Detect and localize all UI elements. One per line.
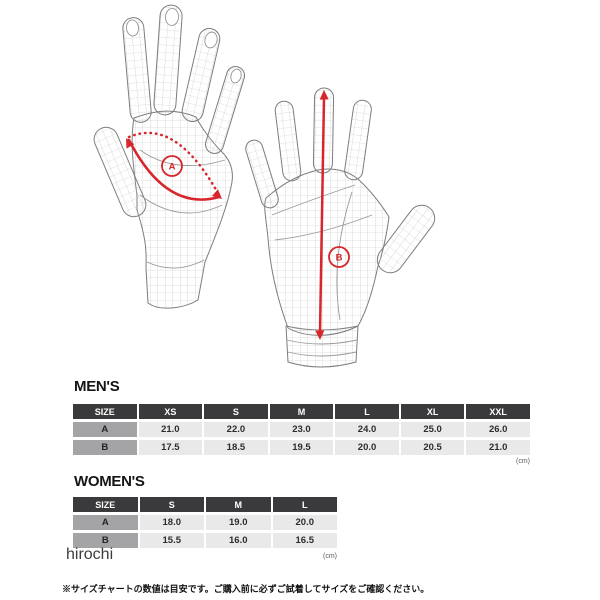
womens-unit-label: (cm) [323, 553, 337, 560]
mens-row-b-label: B [73, 440, 137, 455]
womens-cell: 20.0 [272, 515, 337, 530]
left-hand-wireframe-illustration [93, 4, 246, 309]
mens-header-row: SIZE XS S M L XL XXL [73, 404, 530, 419]
mens-cell: 21.0 [466, 440, 530, 455]
left-middle-nail [165, 8, 179, 26]
right-life-line [336, 191, 353, 321]
size-chart-footnote: ※サイズチャートの数値は目安です。ご購入前に必ずご試着してサイズをご確認ください… [62, 584, 430, 594]
womens-col-header-l: L [272, 497, 337, 512]
womens-header-row: SIZE S M L [73, 497, 337, 512]
right-ring-finger [274, 100, 302, 182]
measure-b-line [318, 95, 326, 335]
left-ring-finger [181, 27, 221, 123]
left-thumb [93, 126, 147, 218]
measure-b-arrowhead-bottom [315, 330, 325, 340]
mens-col-header-l: L [335, 404, 399, 419]
womens-col-header-m: M [206, 497, 271, 512]
right-index-finger [344, 99, 372, 181]
mens-row-a-label: A [73, 422, 137, 437]
mens-section-title: MEN'S [74, 378, 120, 395]
right-hand-wireframe-illustration [245, 87, 436, 368]
left-pinky-finger [204, 66, 246, 154]
left-ring-nail [204, 31, 218, 49]
mens-cell: 19.5 [269, 440, 334, 455]
measure-a-arrowhead-left [126, 138, 135, 149]
womens-cell: 16.5 [272, 533, 337, 548]
womens-row-a: A 18.0 19.0 20.0 [73, 515, 337, 530]
measure-b-label: B [336, 253, 343, 264]
womens-cell: 18.0 [139, 515, 204, 530]
mens-cell: 23.0 [269, 422, 334, 437]
left-middle-finger [153, 4, 183, 116]
mens-col-header-s: S [204, 404, 268, 419]
measure-a-dotted-arc [127, 131, 221, 197]
mens-cell: 17.5 [138, 440, 203, 455]
womens-col-header-s: S [139, 497, 204, 512]
measure-a-solid-arc [127, 138, 221, 201]
hand-measurement-diagram: A B [93, 4, 436, 368]
mens-unit-label: (cm) [516, 458, 530, 465]
measure-b-arrowhead-top [319, 90, 329, 100]
measure-a-arrowhead-right [211, 189, 222, 199]
mens-col-header-xs: XS [138, 404, 203, 419]
left-palm-crease [139, 149, 226, 167]
left-palm-crease [139, 194, 223, 214]
mens-cell: 25.0 [400, 422, 465, 437]
mens-cell: 24.0 [335, 422, 399, 437]
measure-a-label: A [169, 162, 176, 173]
mens-col-header-size: SIZE [73, 404, 137, 419]
mens-col-header-xxl: XXL [466, 404, 530, 419]
mens-cell: 20.0 [335, 440, 399, 455]
measure-b-circle [328, 246, 350, 268]
mens-size-table: SIZE XS S M L XL XXL A 21.0 22.0 23.0 24… [71, 401, 532, 458]
right-cuff-rib [286, 339, 358, 345]
mens-cell: 22.0 [204, 422, 268, 437]
mens-col-header-xl: XL [400, 404, 465, 419]
womens-cell: 19.0 [206, 515, 271, 530]
womens-row-b: B 15.5 16.0 16.5 [73, 533, 337, 548]
left-pinky-nail [230, 68, 242, 84]
womens-row-b-label: B [73, 533, 138, 548]
mens-row-a: A 21.0 22.0 23.0 24.0 25.0 26.0 [73, 422, 530, 437]
right-palm-crease [271, 184, 356, 216]
right-cuff-rib [287, 351, 357, 357]
womens-col-header-size: SIZE [73, 497, 138, 512]
mens-cell: 20.5 [400, 440, 465, 455]
mens-cell: 18.5 [204, 440, 268, 455]
watermark-text: hirochi [66, 546, 114, 563]
right-palm-outline [264, 168, 390, 336]
right-pinky-finger [245, 139, 279, 209]
left-index-finger [122, 17, 152, 123]
mens-cell: 21.0 [138, 422, 203, 437]
mens-col-header-m: M [269, 404, 334, 419]
left-wrist-crease [146, 259, 205, 269]
womens-section-title: WOMEN'S [74, 473, 145, 490]
measurement-a-annotation: A [126, 131, 222, 201]
measure-a-circle [161, 155, 183, 177]
womens-row-a-label: A [73, 515, 138, 530]
womens-size-table: SIZE S M L A 18.0 19.0 20.0 B 15.5 16.0 … [71, 494, 339, 551]
mens-cell: 26.0 [466, 422, 530, 437]
right-thumb [376, 204, 436, 274]
womens-cell: 15.5 [139, 533, 204, 548]
measurement-b-annotation: B [315, 90, 350, 340]
womens-cell: 16.0 [206, 533, 271, 548]
left-index-nail [126, 19, 139, 37]
mens-row-b: B 17.5 18.5 19.5 20.0 20.5 21.0 [73, 440, 530, 455]
